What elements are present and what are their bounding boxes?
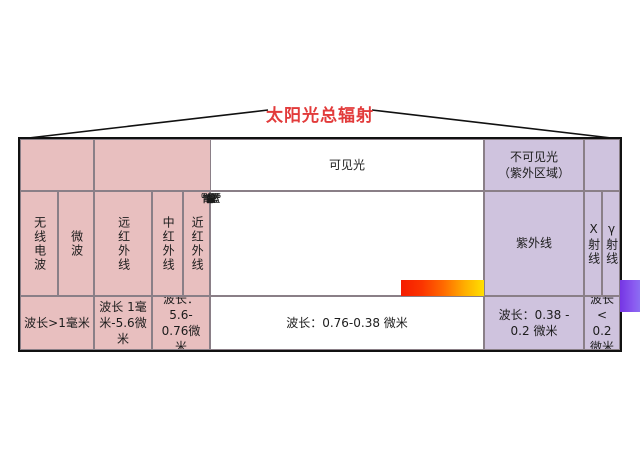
wavelength-ultraviolet-label: 波长：0.38 - 0.2 微米 [498, 307, 570, 338]
band-radio-label: 无线电波 [32, 215, 47, 272]
visible-spectrum-cell: 红 0.76 橙 0.626 黄 0.595 绿 0.575 0.49 青蓝 0.43 紫 0.38 [201, 191, 640, 312]
spectrum-color-label-3: 绿 [206, 195, 216, 205]
band-radio: 无线电波 [20, 191, 58, 296]
leader-line-right [371, 109, 621, 140]
wavelength-radio: 波长>1毫米 [20, 296, 94, 350]
band-x-ray: X射线 [584, 191, 602, 296]
header-cell-xray-blank [584, 139, 620, 191]
header-cell-radio-blank [20, 139, 94, 191]
header-invisible-ultraviolet-line1: 不可见光 [509, 149, 558, 164]
spectrum-wavelength-1: 0.626 [200, 192, 222, 200]
wavelength-xray-gamma: 波长< 0.2 微米 [584, 296, 620, 350]
wavelength-mid-near-infrared-label: 波长：5.6-0.76微米 [161, 296, 201, 350]
spectrum-wavelength-5: 0.43 [203, 192, 219, 200]
wavelength-mid-near-infrared: 波长：5.6-0.76微米 [152, 296, 210, 350]
band-gamma-ray-label: γ射线 [604, 221, 619, 266]
band-gamma-ray: γ射线 [602, 191, 620, 296]
band-near-infrared-label: 近红外线 [190, 215, 205, 272]
band-far-infrared: 远红外线 [94, 191, 152, 296]
band-ultraviolet-label: 紫外线 [515, 236, 552, 251]
header-visible-light: 可见光 [210, 139, 484, 191]
band-ultraviolet: 紫外线 [484, 191, 584, 296]
spectrum-wavelength-2: 0.595 [200, 192, 222, 200]
spectrum-wavelength-3: 0.575 [200, 192, 222, 200]
band-near-infrared: 近红外线 [183, 191, 210, 296]
page-title: 太阳光总辐射 [266, 106, 374, 126]
band-mid-infrared: 中红外线 [152, 191, 183, 296]
band-mid-infrared-label: 中红外线 [161, 215, 176, 272]
spectrum-color-label-2: 黄 [206, 195, 216, 205]
wavelength-radio-label: 波长>1毫米 [24, 315, 90, 330]
wavelength-ultraviolet: 波长：0.38 - 0.2 微米 [484, 296, 584, 350]
band-microwave-label: 微波 [69, 229, 84, 258]
spectrum-wavelength-4: 0.49 [203, 192, 219, 200]
wavelength-far-infrared-label: 波长 1毫米-5.6微米 [99, 299, 147, 347]
spectrum-wavelength-6: 0.38 [203, 192, 219, 200]
spectrum-table: 不可见光 （红外区域） 可见光 不可见光 （紫外区域） 无线电波 微波 远红外线… [18, 137, 640, 352]
wavelength-visible: 波长：0.76-0.38 微米 [210, 296, 484, 350]
wavelength-visible-label: 波长：0.76-0.38 微米 [286, 315, 408, 330]
spectrum-wavelength-0: 0.76 [203, 192, 219, 200]
wavelength-xray-gamma-label: 波长< 0.2 微米 [589, 296, 614, 350]
band-x-ray-label: X射线 [586, 221, 601, 266]
band-far-infrared-label: 远红外线 [116, 215, 131, 272]
header-invisible-ultraviolet-line2: （紫外区域） [497, 166, 570, 180]
spectrum-color-label-6: 紫 [206, 195, 216, 205]
spectrum-color-label-1: 橙 [206, 195, 216, 205]
header-visible-light-label: 可见光 [328, 157, 365, 172]
header-invisible-ultraviolet: 不可见光 （紫外区域） [484, 139, 584, 191]
band-microwave: 微波 [58, 191, 94, 296]
wavelength-far-infrared: 波长 1毫米-5.6微米 [94, 296, 152, 350]
spectrum-color-label-0: 红 [206, 195, 216, 205]
spectrum-color-label-5: 青蓝 [201, 195, 221, 205]
leader-line-left [19, 109, 269, 140]
